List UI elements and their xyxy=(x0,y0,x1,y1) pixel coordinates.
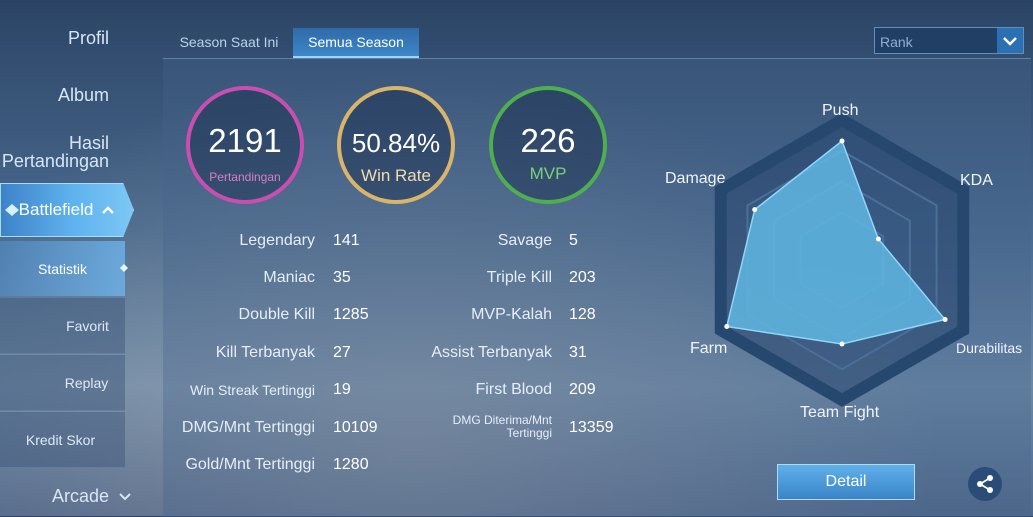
sidebar-subitem-replay[interactable]: Replay xyxy=(0,355,125,411)
sidebar-item-label: Hasil xyxy=(68,133,109,153)
matches-value: 2191 xyxy=(208,122,282,159)
stat-label-win-streak: Win Streak Tertinggi xyxy=(189,382,315,398)
chevron-down-icon xyxy=(1003,36,1017,46)
stat-value-double-kill: 1285 xyxy=(333,306,369,323)
matches-label: Pertandingan xyxy=(209,170,281,184)
stat-value-triple-kill: 203 xyxy=(569,269,596,286)
stat-label-double-kill: Double Kill xyxy=(238,306,315,323)
stat-label-triple-kill: Triple Kill xyxy=(486,269,552,286)
matches-circle: 2191 Pertandingan xyxy=(186,86,304,204)
tab-label: Semua Season xyxy=(308,34,404,50)
sidebar-item-label: Profil xyxy=(67,28,109,48)
stat-value-gold-mnt: 1280 xyxy=(333,456,369,473)
sidebar-item-label: Battlefield xyxy=(18,200,94,219)
stat-value-dmg-mnt: 10109 xyxy=(333,419,378,436)
detail-button[interactable]: Detail xyxy=(777,464,915,500)
radar-label-damage: Damage xyxy=(665,170,726,187)
detail-button-label: Detail xyxy=(825,473,867,490)
stat-value-mvp-kalah: 128 xyxy=(569,306,596,323)
winrate-label: Win Rate xyxy=(361,166,431,185)
sidebar-subitem-label: Kredit Skor xyxy=(25,431,96,448)
share-button[interactable] xyxy=(968,467,1002,501)
stat-label-dmg-mnt: DMG/Mnt Tertinggi xyxy=(181,419,315,436)
stat-value-kill-terbanyak: 27 xyxy=(333,344,351,361)
stat-label-gold-mnt: Gold/Mnt Tertinggi xyxy=(185,456,315,473)
stat-value-savage: 5 xyxy=(569,232,578,249)
sidebar-item-label: Album xyxy=(57,85,109,105)
diamond-icon xyxy=(5,204,19,216)
diamond-icon xyxy=(120,264,128,272)
stat-value-maniac: 35 xyxy=(333,269,351,286)
stat-label-assist-terbanyak: Assist Terbanyak xyxy=(431,344,552,361)
radar-label-durabilitas: Durabilitas xyxy=(956,340,1023,356)
chevron-up-icon xyxy=(102,206,115,214)
tab-season-saat-ini[interactable]: Season Saat Ini xyxy=(168,28,290,56)
stat-label-kill-terbanyak: Kill Terbanyak xyxy=(215,344,315,361)
sidebar-subitem-kredit-skor[interactable]: Kredit Skor xyxy=(0,412,125,468)
sidebar-item-hasil-pertandingan[interactable]: Hasil Pertandingan xyxy=(0,133,125,173)
mvp-label: MVP xyxy=(529,164,567,183)
sidebar-item-battlefield[interactable]: Battlefield xyxy=(0,183,134,237)
stat-label-legendary: Legendary xyxy=(239,232,315,249)
stat-label-mvp-kalah: MVP-Kalah xyxy=(471,306,552,323)
sidebar-subitem-label: Statistik xyxy=(37,260,87,277)
share-icon xyxy=(977,475,993,493)
stat-label-first-blood: First Blood xyxy=(475,381,552,398)
stat-value-legendary: 141 xyxy=(333,232,360,249)
radar-label-team-fight: Team Fight xyxy=(800,404,880,421)
stat-value-first-blood: 209 xyxy=(569,381,596,398)
sidebar-item-label: Arcade xyxy=(51,486,109,506)
mvp-value: 226 xyxy=(520,122,576,159)
stat-label-savage: Savage xyxy=(497,232,552,249)
sidebar-subitem-statistik[interactable]: Statistik xyxy=(0,241,128,296)
sidebar-item-label: Pertandingan xyxy=(1,151,109,171)
winrate-circle: 50.84% Win Rate xyxy=(337,86,455,204)
stat-label-dmg-diterima: DMG Diterima/Mnt Tertinggi xyxy=(452,413,552,440)
stat-value-assist-terbanyak: 31 xyxy=(569,344,587,361)
stat-label-maniac: Maniac xyxy=(263,269,315,286)
chevron-down-icon xyxy=(119,493,131,501)
stat-value-win-streak: 19 xyxy=(333,381,351,398)
tab-semua-season[interactable]: Semua Season xyxy=(293,28,419,58)
sidebar-subitem-favorit[interactable]: Favorit xyxy=(0,298,125,354)
sidebar-subitem-label: Favorit xyxy=(66,317,109,334)
winrate-value: 50.84% xyxy=(351,128,441,158)
radar-label-kda: KDA xyxy=(960,172,993,189)
rank-dropdown[interactable]: Rank xyxy=(874,27,1024,54)
sidebar-item-arcade[interactable]: Arcade xyxy=(0,486,131,512)
dropdown-toggle[interactable] xyxy=(997,28,1023,53)
sidebar-subitem-label: Replay xyxy=(64,374,109,391)
dropdown-placeholder: Rank xyxy=(880,34,913,50)
radar-label-push: Push xyxy=(822,102,859,119)
tab-label: Season Saat Ini xyxy=(179,34,279,50)
stat-value-dmg-diterima: 13359 xyxy=(569,419,614,436)
radar-label-farm: Farm xyxy=(690,340,728,357)
mvp-circle: 226 MVP xyxy=(489,86,607,204)
